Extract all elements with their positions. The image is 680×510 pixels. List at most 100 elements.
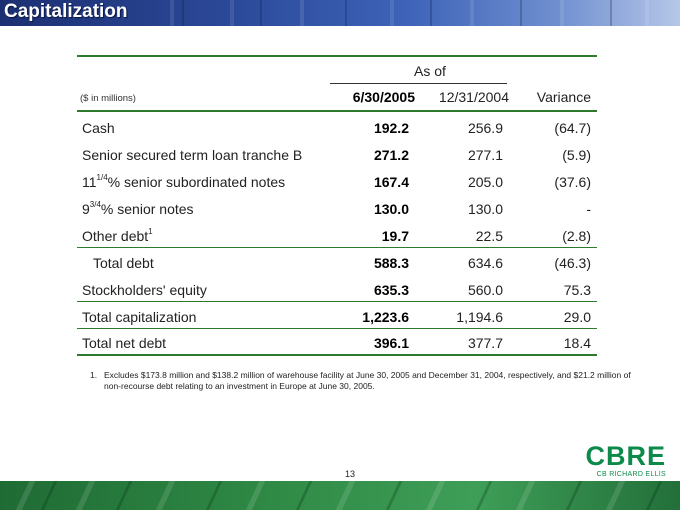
table-row: 93/4% senior notes 130.0 130.0 - [77, 197, 597, 221]
header-pattern [230, 0, 234, 26]
table-row: Cash 192.2 256.9 (64.7) [77, 116, 597, 140]
table-row: Total debt 588.3 634.6 (46.3) [77, 251, 597, 275]
subtotal-rule [77, 301, 597, 302]
row-label-superscript: 3/4 [89, 200, 101, 209]
row-label: Total net debt [82, 335, 167, 351]
header-rule [77, 110, 597, 112]
value-variance: 75.3 [563, 282, 591, 298]
value-variance: (5.9) [562, 147, 591, 163]
footer-pattern [326, 481, 360, 510]
row-label-suffix: % senior notes [100, 201, 194, 217]
footer-pattern [376, 481, 407, 510]
column-header-6-30-2005: 6/30/2005 [352, 89, 415, 105]
value-12-31-2004: 277.1 [467, 147, 503, 163]
header-pattern [560, 0, 564, 26]
row-label: Other debt1 [82, 227, 153, 245]
header-pattern [430, 0, 432, 26]
header-band: Capitalization [0, 0, 680, 26]
value-6-30-2005: 1,223.6 [362, 309, 409, 325]
column-header-12-31-2004: 12/31/2004 [438, 89, 509, 105]
table-row: Other debt1 19.7 22.5 (2.8) [77, 224, 597, 248]
row-label: Cash [82, 120, 115, 136]
footer-band [0, 481, 680, 510]
subtotal-rule [77, 247, 597, 248]
footer-pattern [6, 481, 40, 510]
value-12-31-2004: 560.0 [467, 282, 503, 298]
value-12-31-2004: 377.7 [467, 335, 503, 351]
table-row: Stockholders' equity 635.3 560.0 75.3 [77, 278, 597, 302]
page-number: 13 [344, 469, 355, 479]
units-label: ($ in millions) [80, 93, 136, 104]
footer-pattern [596, 481, 630, 510]
value-12-31-2004: 634.6 [467, 255, 503, 271]
value-6-30-2005: 19.7 [381, 228, 409, 244]
row-label: 111/4% senior subordinated notes [82, 173, 286, 191]
value-12-31-2004: 22.5 [475, 228, 503, 244]
row-label-suffix: % senior subordinated notes [107, 174, 286, 190]
value-6-30-2005: 130.0 [373, 201, 409, 217]
footer-pattern [236, 481, 270, 510]
footer-pattern [31, 481, 62, 510]
column-header-variance: Variance [536, 89, 591, 105]
header-pattern [390, 0, 394, 26]
row-label-superscript: 1/4 [96, 173, 108, 182]
value-6-30-2005: 271.2 [373, 147, 409, 163]
header-pattern [610, 0, 612, 26]
value-6-30-2005: 396.1 [373, 335, 409, 351]
footer-pattern [286, 481, 317, 510]
header-pattern [520, 0, 522, 26]
table-row: Total net debt 396.1 377.7 18.4 [77, 331, 597, 355]
value-6-30-2005: 192.2 [373, 120, 409, 136]
footer-pattern [66, 481, 100, 510]
footer-pattern [106, 481, 137, 510]
footer-pattern [196, 481, 227, 510]
header-pattern [300, 0, 304, 26]
footer-pattern [636, 481, 667, 510]
value-variance: - [586, 201, 591, 217]
table-row: Total capitalization 1,223.6 1,194.6 29.… [77, 305, 597, 329]
header-pattern [345, 0, 347, 26]
header-pattern [645, 0, 649, 26]
footer-pattern [506, 481, 540, 510]
value-6-30-2005: 588.3 [373, 255, 409, 271]
value-6-30-2005: 167.4 [373, 174, 409, 190]
logo-subtitle: CB RICHARD ELLIS [596, 471, 666, 478]
value-12-31-2004: 130.0 [467, 201, 503, 217]
row-label-prefix: 11 [82, 174, 97, 190]
footer-pattern [416, 481, 450, 510]
value-variance: 29.0 [563, 309, 591, 325]
table-top-rule [77, 55, 597, 57]
page-title: Capitalization [4, 1, 128, 22]
value-6-30-2005: 635.3 [373, 282, 409, 298]
value-variance: (64.7) [554, 120, 591, 136]
table-row: Senior secured term loan tranche B 271.2… [77, 143, 597, 167]
row-label: Total capitalization [82, 309, 197, 325]
header-pattern [170, 0, 174, 26]
as-of-rule [330, 83, 507, 84]
row-label: Total debt [93, 255, 154, 271]
table-bottom-rule [77, 354, 597, 356]
footer-pattern [466, 481, 497, 510]
value-12-31-2004: 205.0 [467, 174, 503, 190]
footer-pattern [146, 481, 180, 510]
value-variance: (2.8) [562, 228, 591, 244]
footnote-number: 1. [90, 370, 98, 380]
header-pattern [182, 0, 184, 26]
row-label-prefix: Other debt [82, 228, 149, 244]
row-label-superscript: 1 [148, 227, 153, 236]
logo-wordmark: CBRE [585, 441, 666, 471]
as-of-label: As of [414, 63, 446, 79]
value-variance: 18.4 [563, 335, 591, 351]
value-12-31-2004: 1,194.6 [456, 309, 503, 325]
value-variance: (37.6) [554, 174, 591, 190]
row-label: 93/4% senior notes [82, 200, 194, 218]
row-label-prefix: 9 [82, 201, 90, 217]
value-variance: (46.3) [554, 255, 591, 271]
header-pattern [260, 0, 262, 26]
subtotal-rule [77, 328, 597, 329]
value-12-31-2004: 256.9 [467, 120, 503, 136]
row-label: Stockholders' equity [82, 282, 207, 298]
row-label: Senior secured term loan tranche B [82, 147, 303, 163]
table-row: 111/4% senior subordinated notes 167.4 2… [77, 170, 597, 194]
